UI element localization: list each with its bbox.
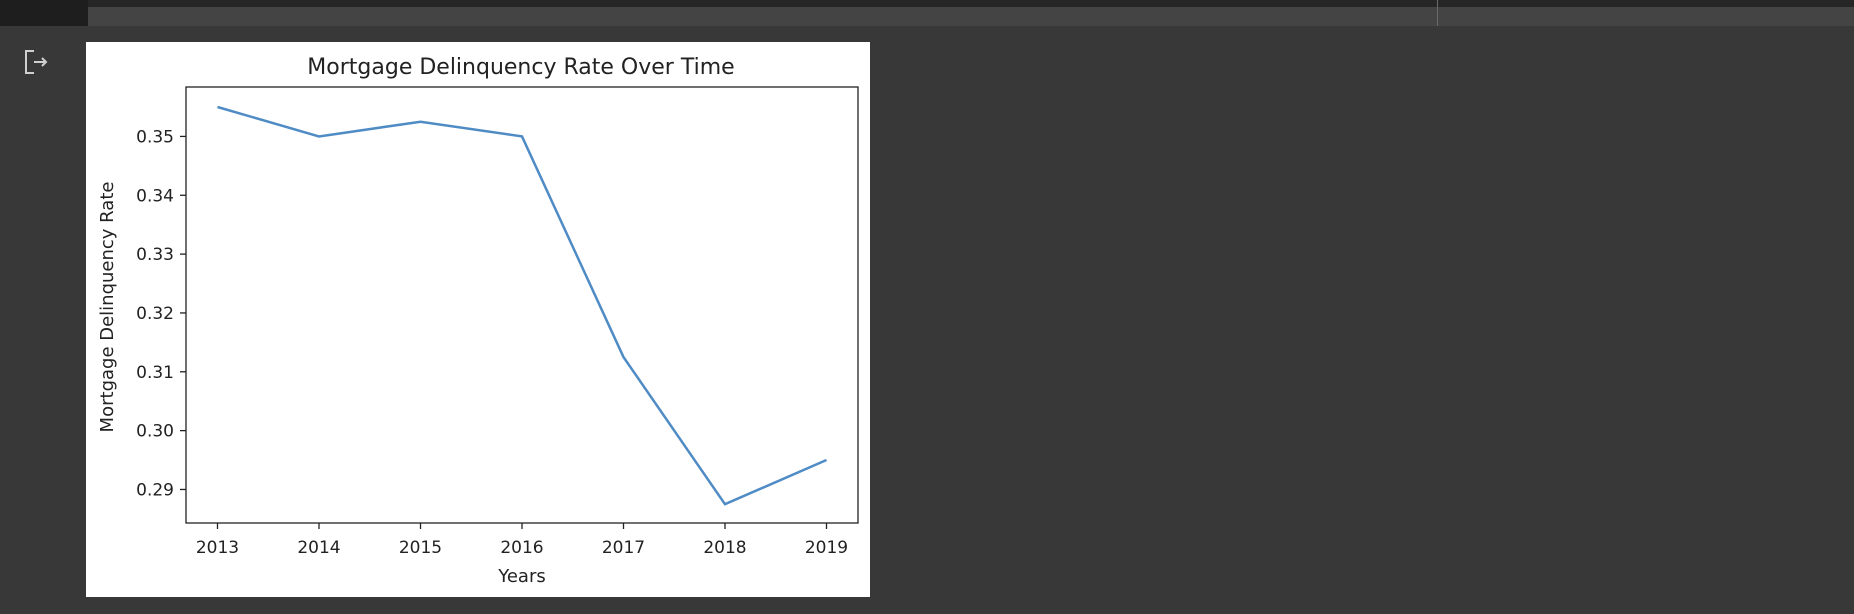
x-axis: 2013 2014 2015 2016 2017 2018 2019 bbox=[196, 523, 848, 558]
y-tick-label: 0.31 bbox=[136, 363, 174, 383]
x-tick-label: 2018 bbox=[703, 538, 746, 558]
x-tick-label: 2017 bbox=[602, 538, 645, 558]
line-chart: Mortgage Delinquency Rate Over Time 2013… bbox=[97, 55, 859, 587]
x-tick-label: 2014 bbox=[297, 538, 340, 558]
x-tick-label: 2015 bbox=[399, 538, 442, 558]
y-axis-label: Mortgage Delinquency Rate bbox=[97, 182, 118, 433]
notebook-cell-toolbar bbox=[0, 0, 1854, 26]
chart-title: Mortgage Delinquency Rate Over Time bbox=[307, 55, 734, 80]
cell-gutter bbox=[0, 0, 88, 26]
cell-divider bbox=[1437, 0, 1438, 26]
y-tick-label: 0.32 bbox=[136, 304, 174, 324]
x-tick-label: 2016 bbox=[500, 538, 543, 558]
chart-output: Mortgage Delinquency Rate Over Time 2013… bbox=[86, 42, 870, 597]
y-tick-label: 0.29 bbox=[136, 480, 174, 500]
plot-area bbox=[185, 86, 859, 524]
y-axis: 0.29 0.30 0.31 0.32 0.33 0.34 0.35 bbox=[136, 127, 186, 500]
y-tick-label: 0.35 bbox=[136, 127, 174, 147]
code-cell-input[interactable] bbox=[88, 7, 1854, 26]
data-points bbox=[217, 106, 827, 505]
series-line bbox=[217, 105, 827, 506]
x-axis-label: Years bbox=[497, 566, 546, 587]
output-redirect-icon[interactable] bbox=[22, 48, 56, 78]
y-tick-label: 0.30 bbox=[136, 422, 174, 442]
y-tick-label: 0.34 bbox=[136, 186, 174, 206]
x-tick-label: 2013 bbox=[196, 538, 239, 558]
x-tick-label: 2019 bbox=[805, 538, 848, 558]
cell-top-strip bbox=[88, 0, 1854, 7]
y-tick-label: 0.33 bbox=[136, 245, 174, 265]
